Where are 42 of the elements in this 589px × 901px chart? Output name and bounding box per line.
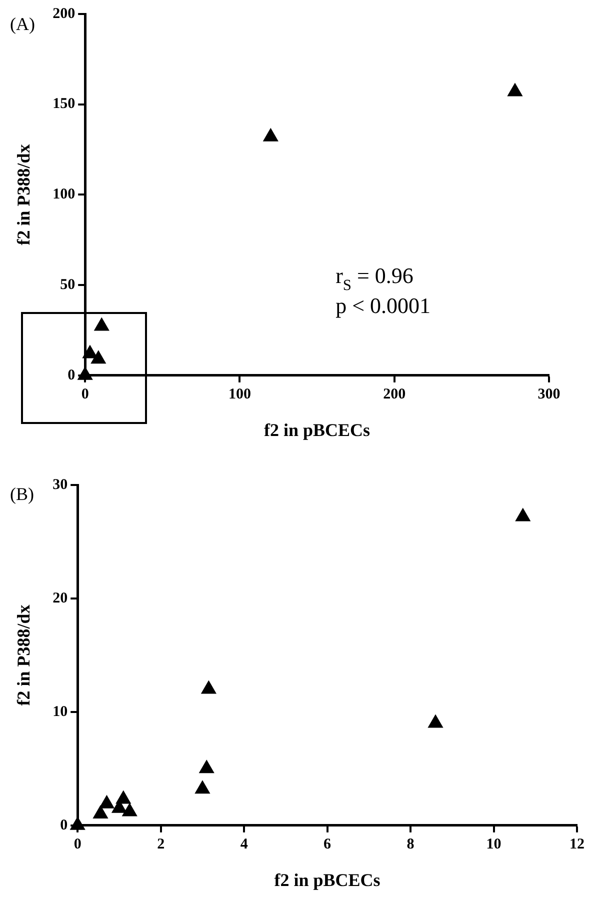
x-tick-label: 8 [406, 836, 414, 852]
y-tick-label: 100 [52, 186, 76, 203]
x-tick-label: 10 [486, 836, 502, 852]
point [263, 128, 278, 142]
x-tick-label: 300 [538, 386, 560, 402]
point [99, 795, 114, 808]
x-tick-label: 6 [324, 836, 332, 852]
y-tick-label: 200 [52, 6, 76, 22]
point [78, 366, 93, 380]
chart-title: (A) [10, 14, 35, 34]
point [201, 680, 216, 694]
annotation: p < 0.0001 [336, 293, 431, 318]
point [82, 345, 98, 358]
point [93, 806, 108, 819]
y-axis-title: f2 in P388/dx [13, 144, 34, 246]
x-tick-label: 4 [240, 836, 248, 852]
y-tick-label: 10 [52, 704, 68, 720]
y-tick-label: 150 [52, 96, 76, 112]
y-tick-label: 30 [52, 476, 68, 493]
chart-title: (B) [10, 484, 34, 504]
x-tick-label: 12 [570, 836, 584, 852]
point [122, 803, 138, 816]
y-tick-label: 0 [68, 367, 76, 384]
x-tick-label: 200 [383, 386, 406, 402]
point [94, 318, 110, 331]
y-tick-label: 0 [60, 817, 68, 834]
point [508, 83, 522, 96]
x-tick-label: 2 [157, 836, 165, 852]
y-tick-label: 20 [52, 590, 68, 606]
point [515, 508, 530, 522]
point [199, 760, 214, 774]
x-tick-label: 0 [81, 386, 89, 402]
y-axis-title: f2 in P388/dx [13, 604, 34, 706]
point [90, 350, 106, 364]
x-axis-title: f2 in pBCECs [274, 870, 380, 890]
x-axis-title: f2 in pBCECs [264, 420, 370, 440]
point [428, 714, 443, 728]
y-tick-label: 50 [60, 276, 76, 293]
point [70, 816, 86, 830]
x-tick-label: 100 [228, 386, 251, 402]
point [116, 790, 131, 804]
point [195, 780, 210, 794]
